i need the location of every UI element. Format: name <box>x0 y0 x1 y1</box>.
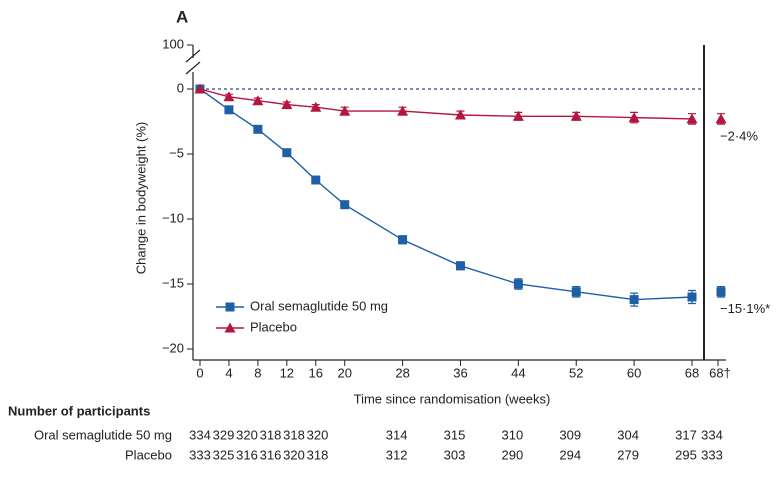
x-tick-label: 44 <box>511 365 525 380</box>
x-tick-label: 16 <box>309 365 323 380</box>
series-line <box>199 88 693 120</box>
y-tick-label: 0 <box>177 80 184 95</box>
participant-count: 318 <box>283 427 305 442</box>
x-tick-label: 12 <box>280 365 294 380</box>
x-tick-label: 68 <box>685 365 699 380</box>
x-tick-label: 0 <box>196 365 203 380</box>
marker <box>629 295 639 305</box>
participant-count: 304 <box>617 427 639 442</box>
legend-label: Oral semaglutide 50 mg <box>250 298 388 313</box>
x-tick-label: 8 <box>254 365 261 380</box>
participant-count: 310 <box>502 427 524 442</box>
row-label: Placebo <box>125 447 172 462</box>
marker <box>455 261 465 271</box>
participant-count: 279 <box>617 447 639 462</box>
marker <box>311 175 321 185</box>
y-tick-label: −20 <box>162 340 184 355</box>
participant-count: 317 <box>675 427 697 442</box>
participant-count: 333 <box>701 447 723 462</box>
marker <box>194 83 206 94</box>
participant-count: 318 <box>307 447 329 462</box>
participant-count: 316 <box>260 447 282 462</box>
x-tick-label: 36 <box>453 365 467 380</box>
marker <box>281 99 293 110</box>
participant-count: 334 <box>701 427 723 442</box>
marker <box>513 279 523 289</box>
panel-label: A <box>176 7 188 26</box>
axis-break <box>185 49 201 63</box>
marker <box>340 200 350 210</box>
participant-count: 315 <box>444 427 466 442</box>
marker <box>224 105 234 115</box>
participant-count: 325 <box>213 447 235 462</box>
participant-count: 316 <box>236 447 258 462</box>
axes <box>185 45 726 361</box>
marker <box>253 124 263 134</box>
marker <box>687 292 697 302</box>
marker <box>716 287 726 297</box>
y-tick-label: 100 <box>162 36 184 51</box>
participant-count: 290 <box>502 447 524 462</box>
table-title: Number of participants <box>8 403 150 418</box>
marker <box>571 287 581 297</box>
endpoint-annotation: −2·4% <box>720 128 758 143</box>
marker <box>282 148 292 158</box>
marker <box>310 101 322 112</box>
marker <box>512 110 524 121</box>
x-tick-label: 20 <box>337 365 351 380</box>
marker <box>715 113 727 124</box>
marker <box>224 322 236 333</box>
x-tick-label: 60 <box>627 365 641 380</box>
participant-count: 329 <box>213 427 235 442</box>
participant-count: 309 <box>559 427 581 442</box>
participant-count: 320 <box>307 427 329 442</box>
participant-count: 334 <box>189 427 211 442</box>
x-axis-label: Time since randomisation (weeks) <box>354 391 551 406</box>
participant-count: 294 <box>559 447 581 462</box>
marker <box>339 105 351 116</box>
participant-count: 314 <box>386 427 408 442</box>
participant-count: 312 <box>386 447 408 462</box>
series-line <box>199 88 693 301</box>
axis-break <box>185 61 201 75</box>
y-tick-label: −5 <box>169 145 184 160</box>
participant-count: 295 <box>675 447 697 462</box>
x-tick-label: 52 <box>569 365 583 380</box>
participant-count: 333 <box>189 447 211 462</box>
x-tick-label: 28 <box>395 365 409 380</box>
y-axis-label: Change in bodyweight (%) <box>133 122 148 274</box>
endpoint-annotation: −15·1%* <box>720 301 770 316</box>
y-tick-label: −15 <box>162 275 184 290</box>
participant-count: 320 <box>283 447 305 462</box>
marker <box>225 302 235 312</box>
x-tick-label: 4 <box>225 365 232 380</box>
row-label: Oral semaglutide 50 mg <box>34 427 172 442</box>
marker <box>570 110 582 121</box>
marker <box>628 112 640 123</box>
marker <box>398 235 408 245</box>
marker <box>454 109 466 120</box>
marker <box>686 113 698 124</box>
participant-count: 320 <box>236 427 258 442</box>
legend-label: Placebo <box>250 319 297 334</box>
participant-count: 303 <box>444 447 466 462</box>
x-tick-label: 68† <box>709 365 731 380</box>
marker <box>252 95 264 106</box>
marker <box>223 91 235 102</box>
participant-count: 318 <box>260 427 282 442</box>
y-tick-label: −10 <box>162 210 184 225</box>
marker <box>397 105 409 116</box>
